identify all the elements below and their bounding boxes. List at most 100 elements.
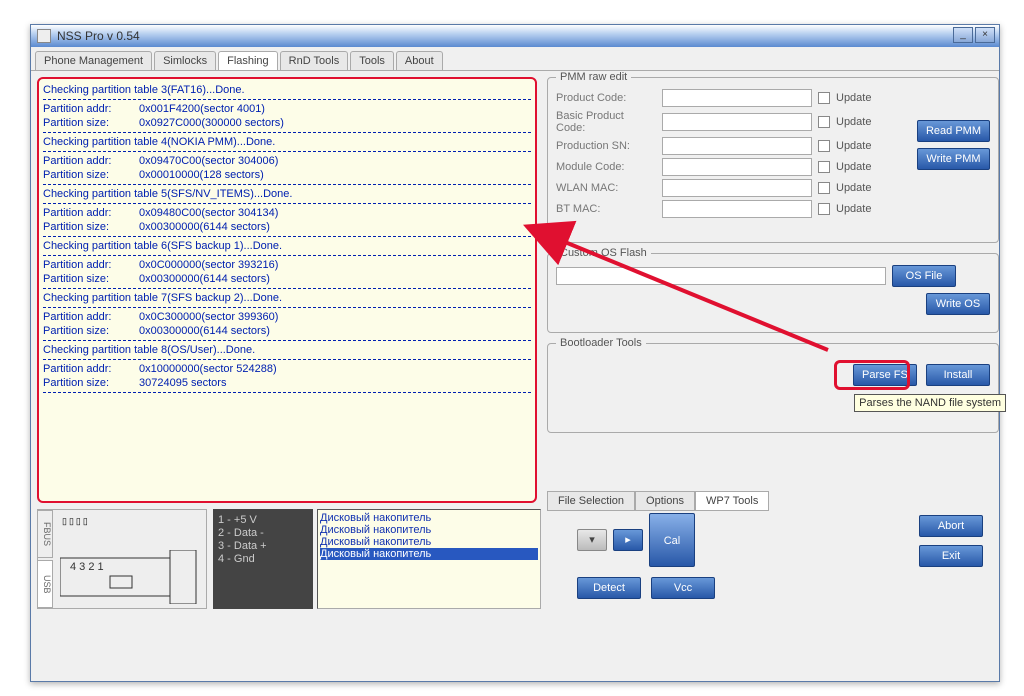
next-button[interactable]: ▸ [613, 529, 643, 551]
install-button[interactable]: Install [926, 364, 990, 386]
disk-item[interactable]: Дисковый накопитель [320, 548, 538, 560]
pmm-input-5[interactable] [662, 200, 812, 218]
subtab-wp7-tools[interactable]: WP7 Tools [695, 491, 769, 511]
pmm-check-4[interactable] [818, 182, 830, 194]
pin-list: 1 - +5 V2 - Data -3 - Data +4 - Gnd [213, 509, 313, 609]
titlebar[interactable]: NSS Pro v 0.54 _ × [31, 25, 999, 47]
log-line: Checking partition table 4(NOKIA PMM)...… [43, 135, 531, 149]
disk-item[interactable]: Дисковый накопитель [320, 512, 538, 524]
log-line: Checking partition table 7(SFS backup 2)… [43, 291, 531, 305]
pmm-label: BT MAC: [556, 203, 656, 215]
pmm-check-3[interactable] [818, 161, 830, 173]
minimize-button[interactable]: _ [953, 27, 973, 43]
vcc-button[interactable]: Vcc [651, 577, 715, 599]
log-line: Checking partition table 8(OS/User)...Do… [43, 343, 531, 357]
log-pair: Partition addr:0x0C300000(sector 399360) [43, 310, 531, 324]
sub-tabs: File SelectionOptionsWP7 Tools [547, 491, 769, 511]
log-pair: Partition size:30724095 sectors [43, 376, 531, 390]
log-pair: Partition size:0x00010000(128 sectors) [43, 168, 531, 182]
bottom-button-row: ▾ ▸ Cal [577, 513, 695, 567]
pmm-label: Product Code: [556, 92, 656, 104]
osfile-input[interactable] [556, 267, 886, 285]
pmm-update-label: Update [836, 161, 882, 173]
log-line: Checking partition table 3(FAT16)...Done… [43, 83, 531, 97]
disk-item[interactable]: Дисковый накопитель [320, 536, 538, 548]
log-pair: Partition size:0x00300000(6144 sectors) [43, 324, 531, 338]
log-pair: Partition size:0x00300000(6144 sectors) [43, 272, 531, 286]
window-title: NSS Pro v 0.54 [57, 29, 140, 43]
usb-leds: ▯▯▯▯ [62, 516, 90, 527]
pmm-input-1[interactable] [662, 113, 812, 131]
subtab-options[interactable]: Options [635, 491, 695, 511]
detect-button[interactable]: Detect [577, 577, 641, 599]
pmm-label: WLAN MAC: [556, 182, 656, 194]
work-area: Checking partition table 3(FAT16)...Done… [31, 71, 999, 619]
pmm-update-label: Update [836, 92, 882, 104]
right-column: PMM raw edit Product Code:UpdateBasic Pr… [547, 77, 999, 443]
usb-diagram: FBUS USB ▯▯▯▯ 4 3 2 1 [37, 509, 207, 609]
bootloader-group: Bootloader Tools Parse FS Install Parses… [547, 343, 999, 433]
abort-button[interactable]: Abort [919, 515, 983, 537]
tab-about[interactable]: About [396, 51, 443, 70]
log-pair: Partition addr:0x001F4200(sector 4001) [43, 102, 531, 116]
close-button[interactable]: × [975, 27, 995, 43]
usb-tab[interactable]: USB [37, 560, 53, 608]
pin-item: 1 - +5 V [218, 514, 308, 527]
tab-phone-management[interactable]: Phone Management [35, 51, 152, 70]
main-tabs: Phone ManagementSimlocksFlashingRnD Tool… [31, 47, 999, 71]
write-pmm-button[interactable]: Write PMM [917, 148, 990, 170]
bottom-bar: FBUS USB ▯▯▯▯ 4 3 2 1 1 - +5 V2 - Data -… [37, 509, 993, 613]
pmm-update-label: Update [836, 116, 882, 128]
pmm-update-label: Update [836, 182, 882, 194]
fbus-tab[interactable]: FBUS [37, 510, 53, 558]
log-pair: Partition addr:0x10000000(sector 524288) [43, 362, 531, 376]
tab-flashing[interactable]: Flashing [218, 51, 278, 70]
read-pmm-button[interactable]: Read PMM [917, 120, 990, 142]
disk-list[interactable]: Дисковый накопительДисковый накопительДи… [317, 509, 541, 609]
pmm-label: Basic Product Code: [556, 110, 656, 134]
app-window: NSS Pro v 0.54 _ × Phone ManagementSimlo… [30, 24, 1000, 682]
pmm-check-1[interactable] [818, 116, 830, 128]
log-line: Checking partition table 5(SFS/NV_ITEMS)… [43, 187, 531, 201]
usb-connector-icon: 4 3 2 1 [60, 550, 200, 604]
log-pair: Partition size:0x00300000(6144 sectors) [43, 220, 531, 234]
osfile-button[interactable]: OS File [892, 265, 956, 287]
log-panel: Checking partition table 3(FAT16)...Done… [37, 77, 537, 503]
tab-rnd-tools[interactable]: RnD Tools [280, 51, 349, 70]
pmm-label: Module Code: [556, 161, 656, 173]
pmm-input-0[interactable] [662, 89, 812, 107]
log-line: Checking partition table 6(SFS backup 1)… [43, 239, 531, 253]
parsefs-highlight [834, 360, 910, 390]
pmm-label: Production SN: [556, 140, 656, 152]
prev-button[interactable]: ▾ [577, 529, 607, 551]
pmm-update-label: Update [836, 203, 882, 215]
pmm-input-2[interactable] [662, 137, 812, 155]
osflash-group: Custom OS Flash OS File Write OS [547, 253, 999, 333]
log-pair: Partition addr:0x09480C00(sector 304134) [43, 206, 531, 220]
pmm-check-2[interactable] [818, 140, 830, 152]
pmm-input-4[interactable] [662, 179, 812, 197]
pin-item: 3 - Data + [218, 540, 308, 553]
osflash-title: Custom OS Flash [556, 247, 651, 259]
pmm-input-3[interactable] [662, 158, 812, 176]
bootloader-title: Bootloader Tools [556, 337, 646, 349]
pmm-group: PMM raw edit Product Code:UpdateBasic Pr… [547, 77, 999, 243]
disk-item[interactable]: Дисковый накопитель [320, 524, 538, 536]
svg-text:4 3 2 1: 4 3 2 1 [70, 561, 104, 573]
tab-tools[interactable]: Tools [350, 51, 394, 70]
pmm-check-0[interactable] [818, 92, 830, 104]
subtab-file-selection[interactable]: File Selection [547, 491, 635, 511]
pmm-check-5[interactable] [818, 203, 830, 215]
pin-item: 2 - Data - [218, 527, 308, 540]
pmm-title: PMM raw edit [556, 71, 631, 83]
tab-simlocks[interactable]: Simlocks [154, 51, 216, 70]
log-pair: Partition addr:0x09470C00(sector 304006) [43, 154, 531, 168]
writeos-button[interactable]: Write OS [926, 293, 990, 315]
app-icon [37, 29, 51, 43]
pmm-update-label: Update [836, 140, 882, 152]
exit-button[interactable]: Exit [919, 545, 983, 567]
cal-button[interactable]: Cal [649, 513, 695, 567]
log-pair: Partition addr:0x0C000000(sector 393216) [43, 258, 531, 272]
parsefs-tooltip: Parses the NAND file system [854, 394, 1006, 412]
log-pair: Partition size:0x0927C000(300000 sectors… [43, 116, 531, 130]
